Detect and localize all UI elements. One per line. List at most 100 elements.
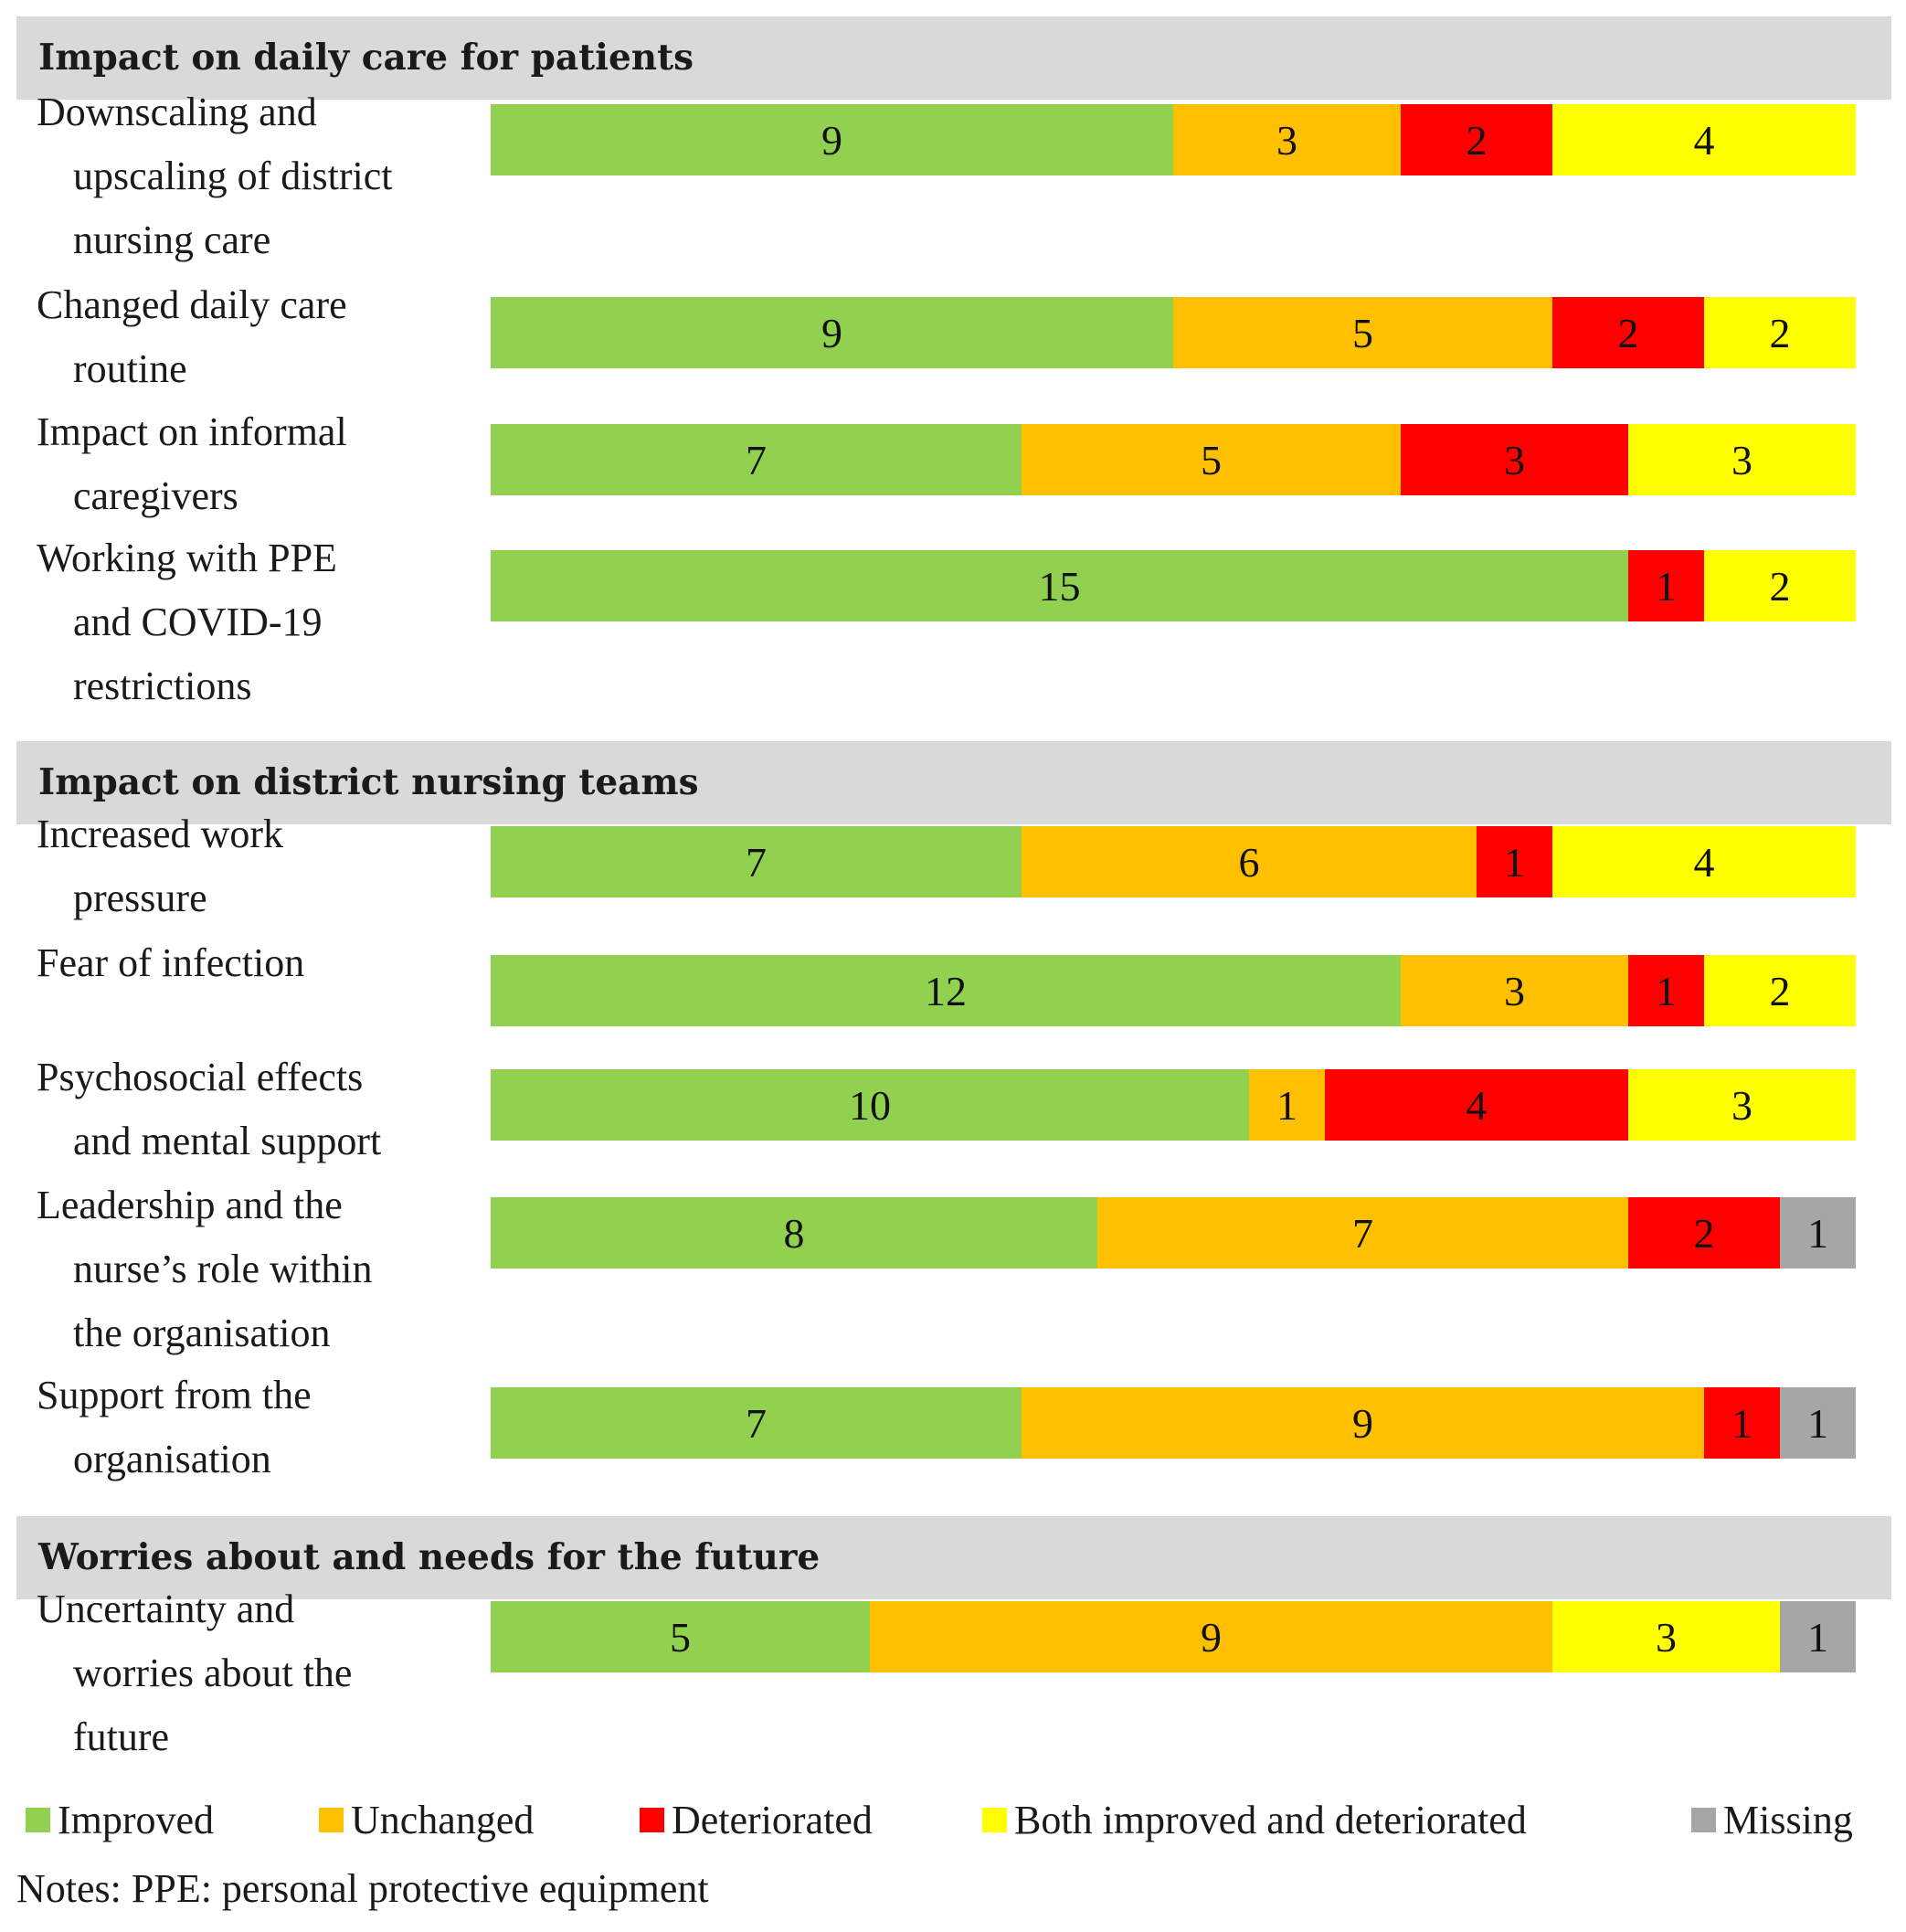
legend-swatch — [982, 1808, 1007, 1832]
legend-item: Unchanged — [319, 1797, 534, 1843]
bar-segment-unchanged: 9 — [1022, 1387, 1704, 1459]
data-label: 1 — [1656, 562, 1677, 610]
bar-segment-missing: 1 — [1780, 1601, 1856, 1672]
data-label: 15 — [1038, 562, 1081, 610]
category-label: Uncertainty and worries about the future — [37, 1577, 466, 1769]
data-label: 4 — [1693, 838, 1715, 886]
bar-segment-deteriorated: 2 — [1628, 1197, 1780, 1269]
category-label: Impact on informal caregivers — [37, 400, 466, 528]
category-label-line: Fear of infection — [37, 940, 305, 985]
bar-segment-both-improved-and-deteriorated: 4 — [1552, 826, 1856, 897]
bar-segment-deteriorated: 4 — [1325, 1069, 1628, 1141]
category-label-line: upscaling of district — [73, 154, 393, 198]
bar-segment-improved: 7 — [491, 826, 1022, 897]
data-label: 12 — [925, 967, 967, 1014]
data-label: 3 — [1656, 1613, 1677, 1661]
bar-segment-improved: 7 — [491, 1387, 1022, 1459]
category-label-line: Psychosocial effects — [37, 1055, 364, 1099]
section-title: Worries about and needs for the future — [38, 1536, 821, 1578]
data-label: 2 — [1693, 1209, 1715, 1257]
data-label: 9 — [821, 116, 842, 164]
category-label-line: Downscaling and — [37, 90, 317, 134]
category-label: Fear of infection — [37, 931, 466, 995]
bar-segment-improved: 15 — [491, 550, 1628, 621]
category-label-line: nurse’s role within — [73, 1247, 373, 1291]
category-label-line: Changed daily care — [37, 282, 347, 327]
bar-segment-unchanged: 7 — [1097, 1197, 1628, 1269]
bar-segment-deteriorated: 2 — [1552, 297, 1704, 368]
data-label: 9 — [1201, 1613, 1222, 1661]
data-label: 1 — [1656, 967, 1677, 1014]
category-label-line: Working with PPE — [37, 536, 337, 580]
category-label-line: Uncertainty and — [37, 1587, 295, 1631]
category-label-line: caregivers — [73, 473, 238, 518]
data-label: 2 — [1617, 309, 1639, 356]
bar-segment-deteriorated: 1 — [1704, 1387, 1780, 1459]
category-label: Downscaling and upscaling of district nurs… — [37, 80, 466, 272]
category-label-line: restrictions — [73, 663, 252, 708]
data-label: 1 — [1731, 1399, 1752, 1447]
bar-segment-deteriorated: 3 — [1401, 424, 1628, 495]
category-label-line: and COVID-19 — [73, 600, 323, 644]
bar-segment-both-improved-and-deteriorated: 3 — [1628, 424, 1856, 495]
data-label: 3 — [1504, 967, 1525, 1014]
bar-segment-unchanged: 9 — [870, 1601, 1552, 1672]
category-label: Working with PPE and COVID-19 restrictions — [37, 526, 466, 718]
bar-segment-deteriorated: 1 — [1628, 550, 1704, 621]
category-label-line: Increased work — [37, 812, 283, 856]
data-label: 9 — [1352, 1399, 1373, 1447]
category-label-line: routine — [73, 346, 187, 391]
section-header: Impact on daily care for patients — [16, 16, 1891, 100]
bar-segment-improved: 10 — [491, 1069, 1249, 1141]
bar-segment-missing: 1 — [1780, 1197, 1856, 1269]
data-label: 3 — [1731, 436, 1752, 483]
legend: Improved Unchanged Deteriorated Both improv… — [0, 1797, 1906, 1852]
category-label-line: organisation — [73, 1437, 271, 1481]
category-label-line: future — [73, 1714, 170, 1759]
legend-item: Both improved and deteriorated — [982, 1797, 1527, 1843]
bar-segment-deteriorated: 2 — [1401, 104, 1552, 175]
legend-swatch — [26, 1808, 50, 1832]
data-label: 1 — [1504, 838, 1525, 886]
data-label: 4 — [1466, 1081, 1488, 1129]
data-label: 5 — [1201, 436, 1222, 483]
data-label: 7 — [746, 1399, 767, 1447]
bar-segment-deteriorated: 1 — [1477, 826, 1552, 897]
data-label: 5 — [670, 1613, 691, 1661]
data-label: 10 — [849, 1081, 891, 1129]
legend-label: Improved — [58, 1798, 215, 1842]
data-label: 5 — [1352, 309, 1373, 356]
legend-label: Deteriorated — [672, 1798, 873, 1842]
bar-segment-unchanged: 6 — [1022, 826, 1477, 897]
data-label: 1 — [1807, 1399, 1828, 1447]
legend-item: Deteriorated — [640, 1797, 873, 1843]
data-label: 6 — [1238, 838, 1260, 886]
bar-segment-unchanged: 5 — [1022, 424, 1401, 495]
bar-segment-both-improved-and-deteriorated: 3 — [1628, 1069, 1856, 1141]
bar-segment-improved: 8 — [491, 1197, 1097, 1269]
bar-segment-missing: 1 — [1780, 1387, 1856, 1459]
legend-item: Improved — [26, 1797, 214, 1843]
category-label-line: Impact on informal — [37, 409, 347, 454]
bar-segment-both-improved-and-deteriorated: 3 — [1552, 1601, 1780, 1672]
data-label: 2 — [1769, 309, 1791, 356]
data-label: 1 — [1807, 1209, 1828, 1257]
data-label: 7 — [1352, 1209, 1373, 1257]
category-label-line: Leadership and the — [37, 1183, 343, 1227]
data-label: 4 — [1693, 116, 1715, 164]
bar-segment-improved: 5 — [491, 1601, 870, 1672]
category-label: Support from the organisation — [37, 1364, 466, 1491]
legend-label: Missing — [1723, 1798, 1853, 1842]
category-label-line: worries about the — [73, 1651, 353, 1695]
legend-swatch — [1691, 1808, 1716, 1832]
bar-segment-both-improved-and-deteriorated: 2 — [1704, 297, 1856, 368]
bar-segment-improved: 9 — [491, 104, 1173, 175]
category-label: Increased work pressure — [37, 802, 466, 930]
bar-segment-improved: 9 — [491, 297, 1173, 368]
bar-segment-unchanged: 5 — [1173, 297, 1552, 368]
data-label: 2 — [1769, 967, 1791, 1014]
section-title: Impact on district nursing teams — [38, 761, 699, 803]
bar-segment-both-improved-and-deteriorated: 4 — [1552, 104, 1856, 175]
data-label: 3 — [1276, 116, 1297, 164]
category-label: Psychosocial effects and mental support — [37, 1046, 466, 1173]
